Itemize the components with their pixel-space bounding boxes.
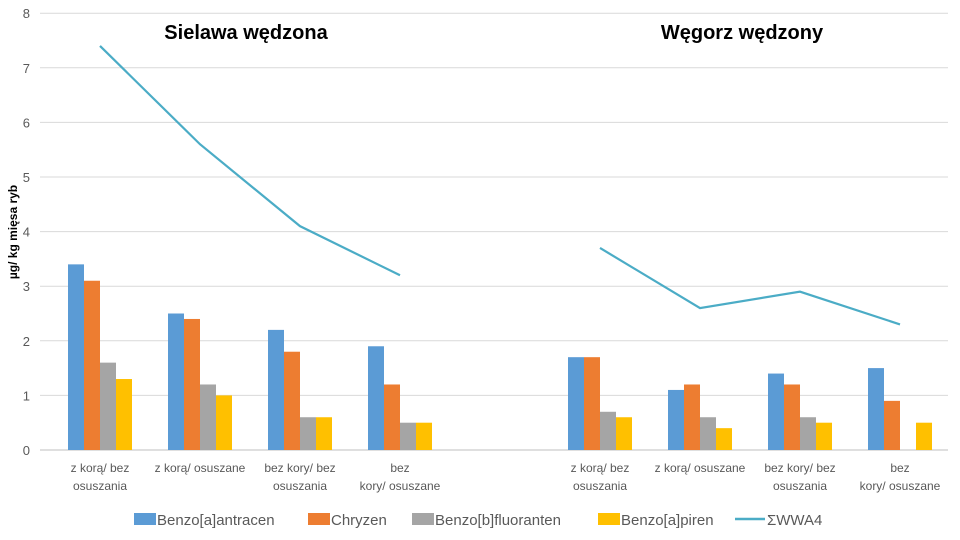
bar-benzo-b-fluoranten [700,417,716,450]
category-label: bez kory/ osuszane [860,461,941,493]
bar-benzo-b-fluoranten [200,384,216,450]
bar-benzo-a-piren [316,417,332,450]
sum-lines [99,45,901,326]
bar-chryzen [184,318,200,450]
y-tick-label: 5 [23,170,30,185]
bar-chryzen [884,400,900,450]
category-label: z korą/ osuszane [155,461,246,475]
bar-benzo-a-antracen [168,313,184,450]
bar-benzo-a-piren [116,379,132,450]
bar-benzo-a-antracen [668,389,684,450]
bar-benzo-a-antracen [568,357,584,450]
legend-swatch [308,513,330,525]
group-titles: Sielawa wędzona Węgorz wędzony [164,22,824,44]
bar-benzo-a-antracen [368,346,384,450]
legend-label: Benzo[a]antracen [157,512,275,529]
bar-benzo-a-antracen [268,329,284,450]
bar-chryzen [784,384,800,450]
y-tick-label: 7 [23,61,30,76]
category-label: z korą/ bez osuszania [71,461,130,493]
legend-swatch [598,513,620,525]
bar-benzo-a-piren [716,428,732,450]
bar-chryzen [684,384,700,450]
category-label: z korą/ bez osuszania [571,461,630,493]
bar-benzo-a-piren [216,395,232,450]
category-label: bez kory/ bez osuszania [264,461,335,493]
category-label: z korą/ osuszane [655,461,746,475]
legend-label: Benzo[b]fluoranten [435,512,561,529]
y-tick-label: 6 [23,115,30,130]
bars [68,264,932,450]
sum-line [599,247,901,326]
bar-benzo-b-fluoranten [800,417,816,450]
y-tick-label: 2 [23,334,30,349]
y-tick-label: 8 [23,6,30,21]
legend: Benzo[a]antracen Chryzen Benzo[b]fluorante… [134,512,822,529]
category-label: bez kory/ bez osuszania [764,461,835,493]
bar-chryzen [84,280,100,450]
bar-benzo-a-piren [616,417,632,450]
bar-benzo-a-antracen [868,368,884,450]
category-label: bez kory/ osuszane [360,461,441,493]
bar-chryzen [584,357,600,450]
legend-swatch [412,513,434,525]
group-title: Węgorz wędzony [661,22,824,44]
legend-swatch [134,513,156,525]
y-tick-label: 1 [23,388,30,403]
bar-benzo-b-fluoranten [400,422,416,450]
y-axis-label: µg/ kg mięsa ryb [6,185,20,279]
legend-label: ΣWWA4 [767,512,822,529]
category-labels: z korą/ bez osuszania z korą/ osuszane bez … [71,461,941,493]
y-tick-label: 0 [23,443,30,458]
bar-benzo-b-fluoranten [300,417,316,450]
bar-benzo-a-piren [816,422,832,450]
y-tick-label: 3 [23,279,30,294]
sum-line [99,45,401,277]
y-tick-label: 4 [23,225,30,240]
bar-chryzen [284,351,300,450]
bar-benzo-a-piren [916,422,932,450]
bar-benzo-a-antracen [68,264,84,450]
bar-benzo-b-fluoranten [100,362,116,450]
bar-benzo-a-antracen [768,373,784,450]
legend-label: Benzo[a]piren [621,512,714,529]
legend-label: Chryzen [331,512,387,529]
bar-benzo-b-fluoranten [600,411,616,450]
group-title: Sielawa wędzona [164,22,328,44]
bar-benzo-a-piren [416,422,432,450]
bar-chryzen [384,384,400,450]
y-axis-ticks: 0 1 2 3 4 5 6 7 8 [23,6,30,458]
